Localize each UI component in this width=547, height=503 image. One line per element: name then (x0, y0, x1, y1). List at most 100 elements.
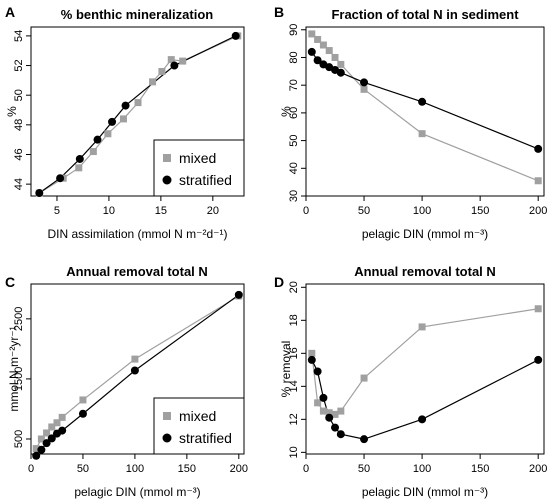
data-point-mixed (314, 399, 322, 407)
chart-title: Annual removal total N (354, 264, 496, 279)
data-point-mixed (418, 130, 426, 138)
x-tick-label: 150 (178, 463, 196, 475)
y-tick-label: 10 (288, 446, 300, 458)
y-tick-label: 30 (288, 190, 300, 202)
legend: mixed stratified (153, 139, 245, 197)
data-point-stratified (336, 68, 345, 77)
data-point-stratified (130, 366, 139, 375)
data-point-stratified (231, 31, 240, 40)
data-point-stratified (75, 154, 84, 163)
data-point-stratified (418, 415, 427, 424)
legend-box (153, 139, 245, 197)
data-point-mixed (48, 423, 56, 431)
data-point-stratified (307, 355, 316, 364)
x-tick-label: 5 (54, 205, 60, 217)
data-point-stratified (58, 426, 67, 435)
y-tick-label: 14 (288, 380, 300, 392)
x-tick-label: 200 (529, 463, 547, 475)
data-point-mixed (32, 445, 40, 453)
data-point-stratified (331, 423, 340, 432)
data-point-stratified (37, 445, 46, 454)
panel-b: B Fraction of total N in sediment 0 50 100 15… (274, 4, 547, 241)
data-point-stratified (313, 56, 322, 65)
data-point-stratified (170, 61, 179, 70)
legend-box (153, 397, 245, 455)
data-point-mixed (360, 374, 368, 382)
x-tick-label: 10 (103, 205, 115, 217)
data-point-stratified (42, 439, 51, 448)
data-point-mixed (325, 47, 333, 55)
data-point-mixed (331, 53, 339, 61)
data-point-stratified (534, 355, 543, 364)
y-axis-label: mmol N m⁻²yr⁻¹ (7, 326, 21, 411)
y-tick-label: 12 (288, 413, 300, 425)
y-tick-label: 18 (288, 314, 300, 326)
panel-a: A % benthic mineralization 5 10 15 20 44 46 48 50… (5, 4, 245, 241)
legend-marker-stratified (162, 433, 172, 443)
x-tick-label: 15 (155, 205, 167, 217)
data-point-mixed (325, 409, 333, 417)
y-tick-label: 2500 (13, 307, 25, 331)
x-tick-label: 200 (529, 205, 547, 217)
data-point-mixed (319, 407, 327, 415)
y-tick-label: 40 (288, 162, 300, 174)
data-point-stratified (360, 78, 369, 87)
data-point-mixed (337, 60, 345, 68)
x-axis-label: pelagic DIN (mmol m⁻³) (362, 485, 488, 499)
chart-title: Fraction of total N in sediment (331, 7, 519, 22)
plot-frame (30, 283, 245, 455)
data-point-stratified (313, 367, 322, 376)
panel-letter: B (274, 4, 284, 20)
data-point-stratified (336, 430, 345, 439)
y-tick-label: 1500 (13, 367, 25, 391)
data-point-mixed (418, 323, 426, 331)
y-tick-label: 50 (288, 134, 300, 146)
data-point-stratified (47, 434, 56, 443)
y-tick-label: 500 (13, 430, 25, 448)
data-point-stratified (307, 47, 316, 56)
y-tick-label: 48 (13, 119, 25, 131)
data-point-mixed (75, 164, 83, 172)
series-line-stratified (311, 359, 539, 440)
y-tick-label: 46 (13, 148, 25, 160)
y-tick-label: 16 (288, 347, 300, 359)
x-tick-label: 50 (358, 463, 370, 475)
data-point-mixed (119, 115, 127, 123)
legend-label-mixed: mixed (179, 408, 216, 424)
panel-letter: D (274, 274, 284, 290)
data-point-stratified (534, 144, 543, 153)
y-tick-label: 52 (13, 59, 25, 71)
x-tick-label: 100 (126, 463, 144, 475)
x-tick-label: 150 (471, 463, 489, 475)
x-tick-label: 100 (413, 463, 431, 475)
panel-letter: C (5, 274, 15, 290)
y-tick-label: 54 (13, 30, 25, 42)
y-tick-label: 80 (288, 51, 300, 63)
plot-frame (30, 26, 245, 197)
legend-marker-mixed (163, 412, 171, 420)
x-tick-label: 150 (471, 205, 489, 217)
data-point-mixed (43, 429, 51, 437)
data-point-stratified (78, 409, 87, 418)
y-tick-label: 90 (288, 24, 300, 36)
data-point-mixed (360, 85, 368, 93)
y-axis-label: % removal (279, 341, 293, 398)
data-point-mixed (131, 355, 139, 363)
y-axis-label: % (279, 106, 293, 117)
data-point-mixed (104, 130, 112, 138)
data-point-mixed (534, 305, 542, 313)
y-tick-label: 60 (288, 107, 300, 119)
legend-marker-mixed (163, 154, 171, 162)
data-point-stratified (35, 189, 44, 198)
data-point-mixed (58, 413, 66, 421)
x-tick-label: 0 (303, 463, 309, 475)
panel-c: C Annual removal total N 0 50 100 150 200 500 15… (5, 264, 248, 499)
x-tick-label: 50 (77, 463, 89, 475)
data-point-stratified (325, 413, 334, 422)
panel-d: D Annual removal total N 0 50 100 150 200 10 12 1… (274, 264, 547, 499)
data-point-mixed (53, 419, 61, 427)
data-point-mixed (149, 78, 157, 86)
data-point-mixed (37, 435, 45, 443)
plot-frame (305, 26, 545, 197)
